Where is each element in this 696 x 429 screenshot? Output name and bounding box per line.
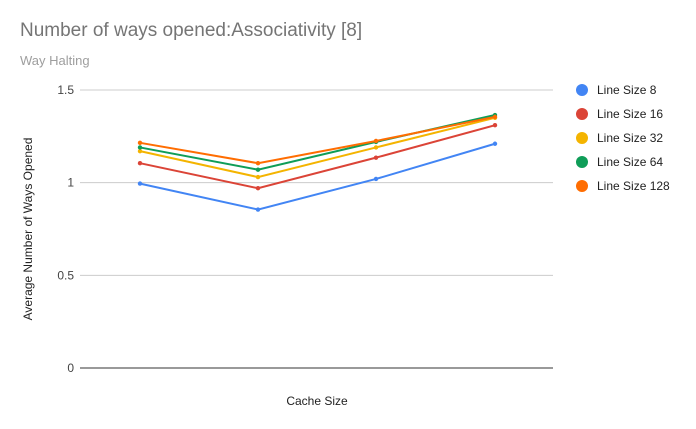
data-point [255, 174, 261, 180]
data-point [373, 155, 379, 160]
data-point [137, 148, 143, 154]
data-point [255, 186, 261, 191]
x-axis-label: Cache Size [286, 394, 348, 408]
series-group [137, 112, 498, 212]
series-0 [137, 141, 498, 212]
data-point [373, 176, 379, 182]
y-tick-label: 1.5 [57, 83, 74, 97]
y-tick-label: 0 [67, 361, 74, 375]
y-tick-label: 0.5 [57, 268, 74, 282]
legend-marker [576, 132, 588, 144]
series-1 [137, 123, 498, 191]
legend: Line Size 8 Line Size 16 Line Size 32 Line … [576, 83, 670, 193]
data-point [255, 161, 261, 166]
data-point [492, 123, 498, 128]
y-axis-ticks: 0 0.5 1 1.5 [57, 83, 74, 375]
legend-label: Line Size 64 [597, 155, 663, 169]
data-point [373, 145, 379, 150]
data-point [137, 161, 143, 166]
data-point [137, 140, 143, 146]
data-point [492, 114, 498, 120]
legend-marker [576, 156, 588, 168]
chart-title: Number of ways opened:Associativity [8] [20, 20, 363, 41]
legend-marker [576, 108, 588, 120]
gridlines [80, 89, 553, 369]
series-4 [137, 114, 498, 166]
series-line [139, 124, 496, 190]
series-2 [137, 115, 498, 180]
data-point [137, 145, 143, 150]
series-line [139, 142, 496, 211]
y-axis-label: Average Number of Ways Opened [21, 138, 35, 321]
legend-label: Line Size 16 [597, 107, 663, 121]
series-line [139, 115, 496, 165]
data-point [492, 141, 498, 146]
legend-label: Line Size 32 [597, 131, 663, 145]
legend-marker [576, 180, 588, 192]
data-point [255, 207, 261, 212]
chart-subtitle: Way Halting [20, 53, 90, 68]
data-point [255, 167, 261, 172]
legend-label: Line Size 8 [597, 83, 657, 97]
y-tick-label: 1 [67, 176, 74, 190]
legend-label: Line Size 128 [597, 179, 670, 193]
data-point [373, 138, 379, 144]
data-point [137, 181, 143, 186]
legend-marker [576, 84, 588, 96]
series-line [139, 116, 496, 179]
